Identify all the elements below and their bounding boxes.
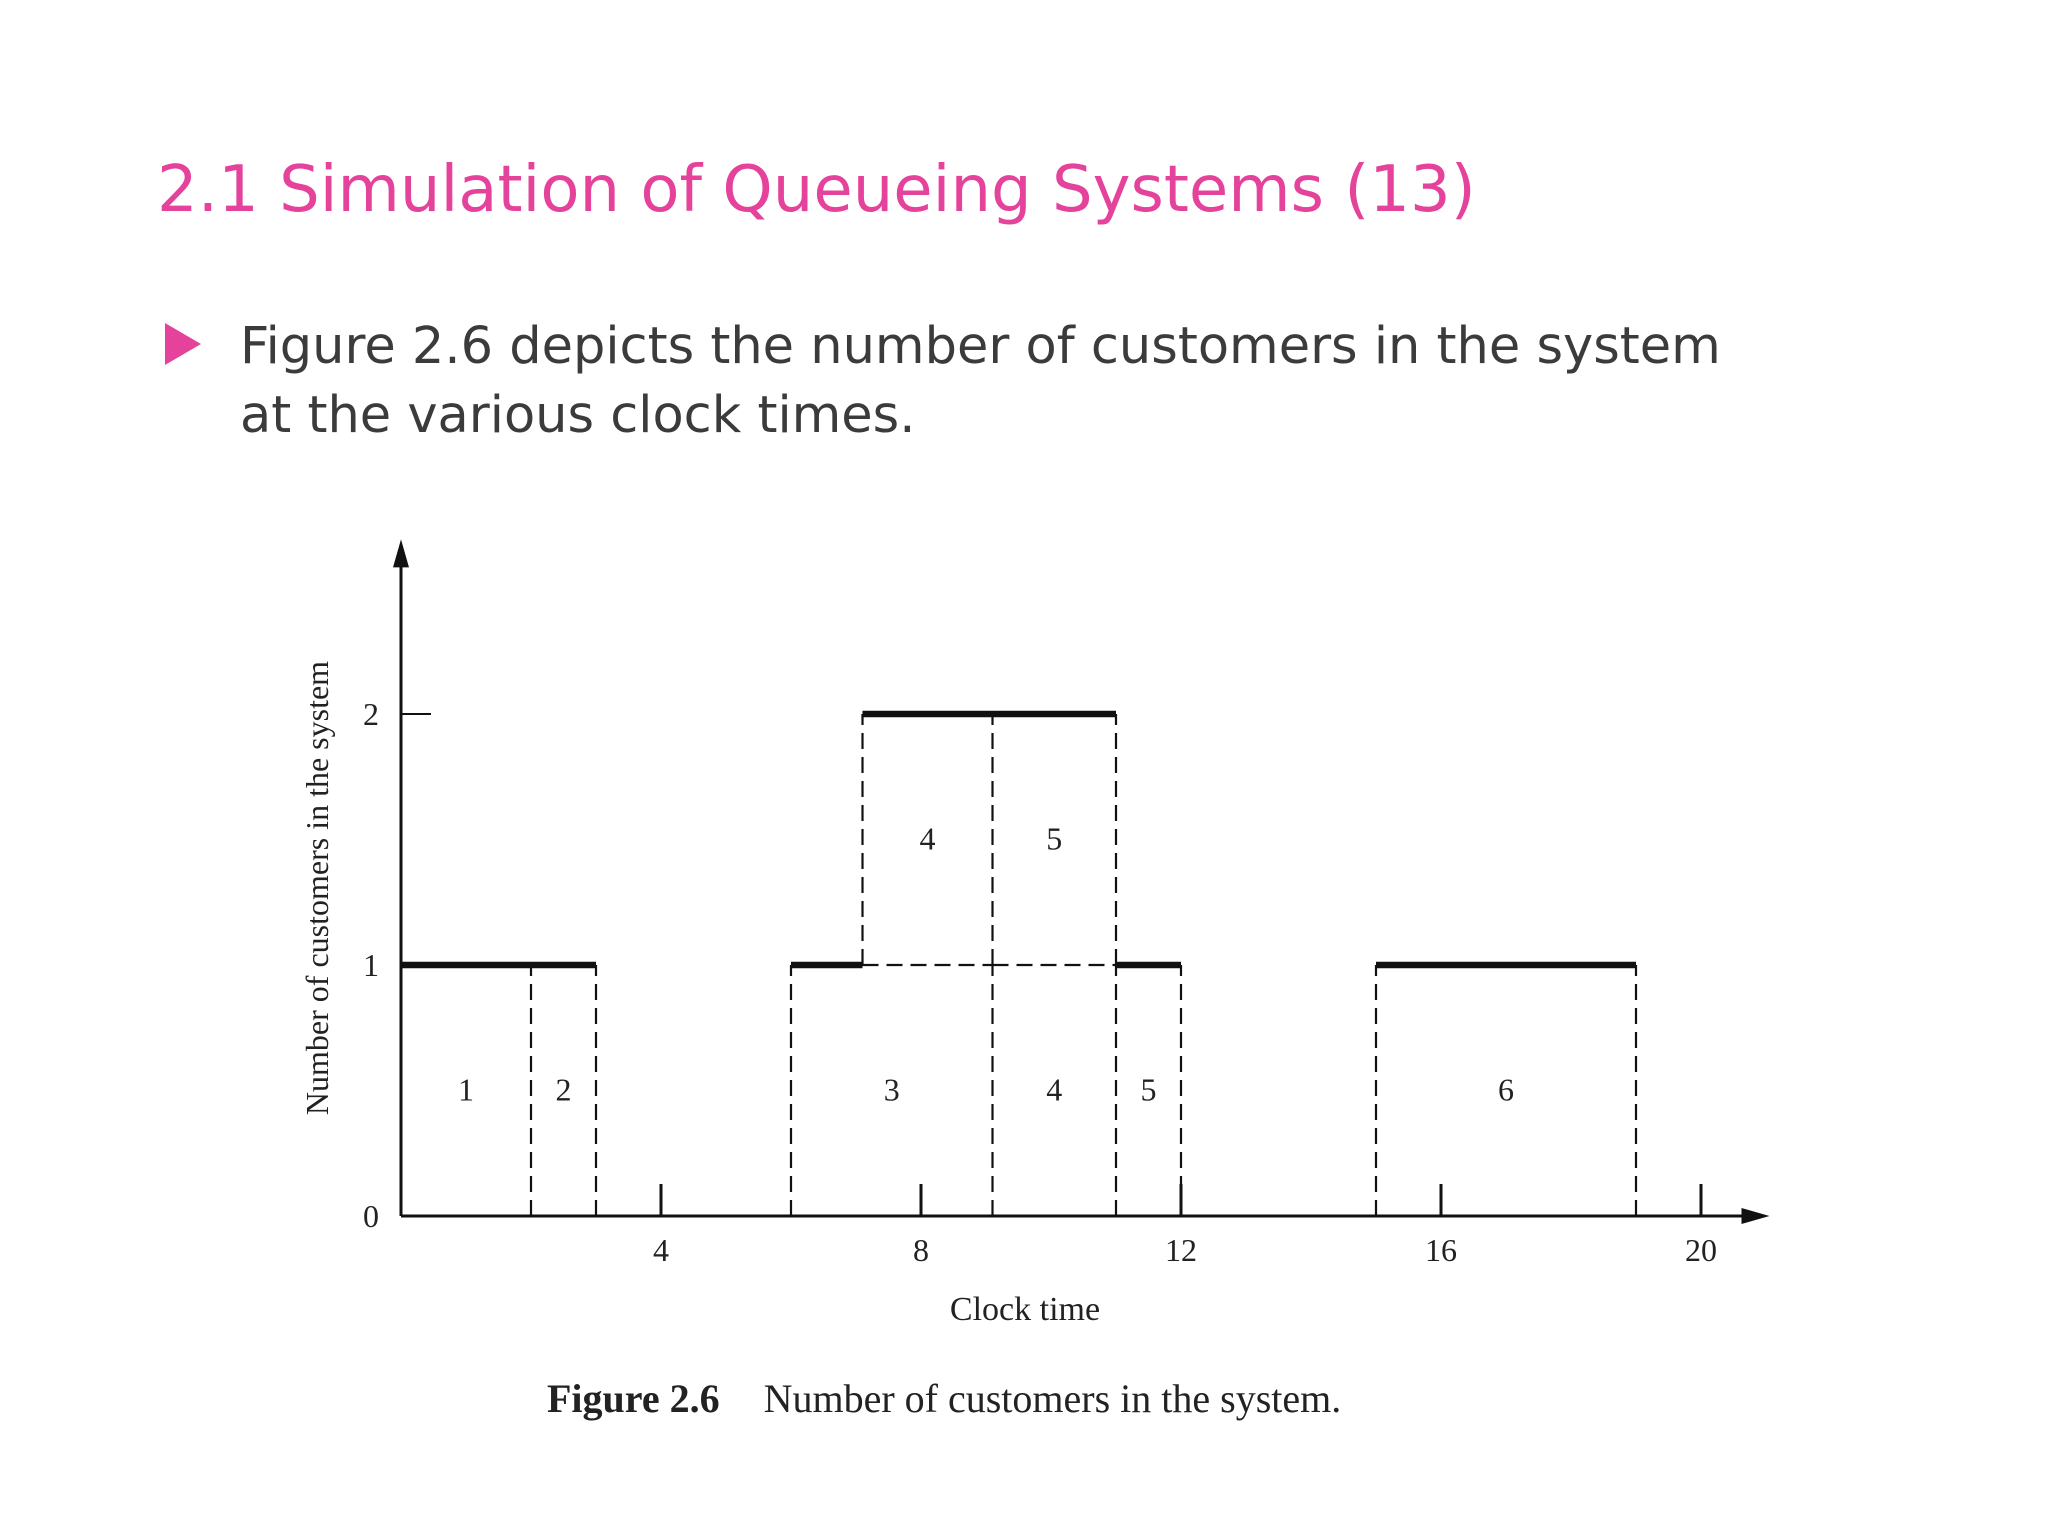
y-tick-label: 2: [363, 696, 379, 732]
customer-labels: 1 2 3 4 5 4 5 6: [458, 821, 1514, 1108]
x-tick-label: 4: [653, 1232, 669, 1268]
y-tick-label: 0: [363, 1198, 379, 1234]
x-tick-label: 16: [1425, 1232, 1457, 1268]
customer-label: 5: [1141, 1072, 1157, 1108]
customer-label: 4: [920, 821, 936, 857]
x-axis-arrow-icon: [1741, 1208, 1770, 1224]
step-series: [401, 710, 1636, 969]
customer-label: 4: [1046, 1072, 1062, 1108]
y-axis-label: Number of customers in the system: [299, 661, 335, 1115]
x-axis-label: Clock time: [950, 1291, 1100, 1328]
customer-label: 5: [1046, 821, 1062, 857]
bullet-text: Figure 2.6 depicts the number of custome…: [240, 317, 1721, 445]
customer-label: 2: [556, 1072, 572, 1108]
x-tick-label: 20: [1685, 1232, 1717, 1268]
x-tick-label: 12: [1165, 1232, 1197, 1268]
customer-label: 6: [1498, 1072, 1514, 1108]
chart-axes: [393, 539, 1770, 1224]
customer-dividers: [399, 714, 1638, 1216]
y-tick-label: 1: [363, 947, 379, 983]
slide-title: 2.1 Simulation of Queueing Systems (13): [157, 153, 1476, 227]
customer-label: 1: [458, 1072, 474, 1108]
customer-label: 3: [884, 1072, 900, 1108]
figure-caption-label: Figure 2.6: [547, 1376, 720, 1421]
x-tick-label: 8: [913, 1232, 929, 1268]
figure-caption: Figure 2.6 Number of customers in the sy…: [547, 1376, 1341, 1421]
triangle-right-icon: [165, 323, 201, 365]
figure-caption-text: Number of customers in the system.: [764, 1376, 1342, 1421]
y-axis-arrow-icon: [393, 539, 409, 568]
